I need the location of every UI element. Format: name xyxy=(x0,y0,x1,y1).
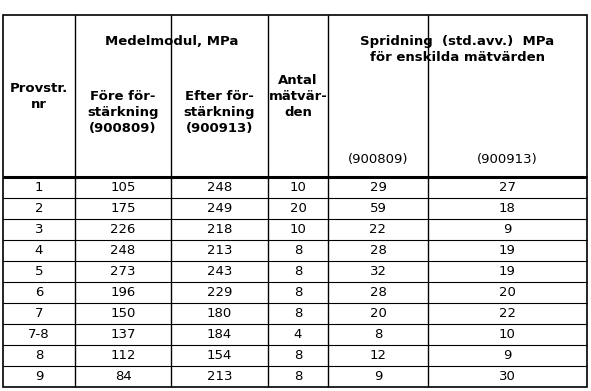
Text: 6: 6 xyxy=(35,286,43,299)
Text: 30: 30 xyxy=(499,370,516,383)
Text: 32: 32 xyxy=(369,265,387,278)
Text: 175: 175 xyxy=(111,202,136,215)
Text: 22: 22 xyxy=(369,223,387,236)
Text: Efter för-
stärkning
(900913): Efter för- stärkning (900913) xyxy=(184,90,255,135)
Text: 2: 2 xyxy=(35,202,43,215)
Text: 27: 27 xyxy=(499,181,516,194)
Text: 8: 8 xyxy=(294,244,302,257)
Text: 150: 150 xyxy=(111,307,136,320)
Text: 243: 243 xyxy=(207,265,232,278)
Text: Medelmodul, MPa: Medelmodul, MPa xyxy=(105,35,238,48)
Text: 213: 213 xyxy=(207,244,232,257)
Text: 22: 22 xyxy=(499,307,516,320)
Text: 4: 4 xyxy=(35,244,43,257)
Text: 1: 1 xyxy=(35,181,43,194)
Text: 180: 180 xyxy=(207,307,232,320)
Text: 226: 226 xyxy=(111,223,136,236)
Text: 10: 10 xyxy=(499,328,516,341)
Text: 19: 19 xyxy=(499,265,516,278)
Text: Provstr.
nr: Provstr. nr xyxy=(10,81,68,111)
Text: 154: 154 xyxy=(207,349,232,362)
Text: 59: 59 xyxy=(369,202,387,215)
Text: 7: 7 xyxy=(35,307,43,320)
Text: 84: 84 xyxy=(115,370,131,383)
Text: (900809): (900809) xyxy=(348,152,408,165)
Text: 8: 8 xyxy=(294,286,302,299)
Text: 9: 9 xyxy=(35,370,43,383)
Text: 18: 18 xyxy=(499,202,516,215)
Text: Spridning  (std.avv.)  MPa
för enskilda mätvärden: Spridning (std.avv.) MPa för enskilda mä… xyxy=(361,35,554,64)
Text: 105: 105 xyxy=(111,181,136,194)
Text: 248: 248 xyxy=(111,244,135,257)
Text: Antal
mätvär-
den: Antal mätvär- den xyxy=(268,74,327,118)
Text: (900913): (900913) xyxy=(477,152,538,165)
Text: 20: 20 xyxy=(499,286,516,299)
Text: 9: 9 xyxy=(504,349,512,362)
Text: 8: 8 xyxy=(35,349,43,362)
Text: 8: 8 xyxy=(294,307,302,320)
Text: 7-8: 7-8 xyxy=(28,328,50,341)
Text: 184: 184 xyxy=(207,328,232,341)
Text: 29: 29 xyxy=(369,181,387,194)
Text: 8: 8 xyxy=(294,370,302,383)
Text: 112: 112 xyxy=(111,349,136,362)
Text: 137: 137 xyxy=(111,328,136,341)
Text: 8: 8 xyxy=(294,349,302,362)
Text: 8: 8 xyxy=(374,328,382,341)
Text: 10: 10 xyxy=(290,223,307,236)
Text: 248: 248 xyxy=(207,181,232,194)
Text: 213: 213 xyxy=(207,370,232,383)
Text: 20: 20 xyxy=(290,202,307,215)
Text: 9: 9 xyxy=(504,223,512,236)
Text: 10: 10 xyxy=(290,181,307,194)
Text: 9: 9 xyxy=(374,370,382,383)
Text: 12: 12 xyxy=(369,349,387,362)
Text: 218: 218 xyxy=(207,223,232,236)
Text: 3: 3 xyxy=(35,223,43,236)
Text: 8: 8 xyxy=(294,265,302,278)
Text: 28: 28 xyxy=(369,244,387,257)
Text: 19: 19 xyxy=(499,244,516,257)
Text: Före för-
stärkning
(900809): Före för- stärkning (900809) xyxy=(87,90,159,135)
Text: 249: 249 xyxy=(207,202,232,215)
Text: 28: 28 xyxy=(369,286,387,299)
Text: 5: 5 xyxy=(35,265,43,278)
Text: 273: 273 xyxy=(111,265,136,278)
Text: 4: 4 xyxy=(294,328,302,341)
Text: 20: 20 xyxy=(369,307,387,320)
Text: 196: 196 xyxy=(111,286,135,299)
Text: 229: 229 xyxy=(207,286,232,299)
